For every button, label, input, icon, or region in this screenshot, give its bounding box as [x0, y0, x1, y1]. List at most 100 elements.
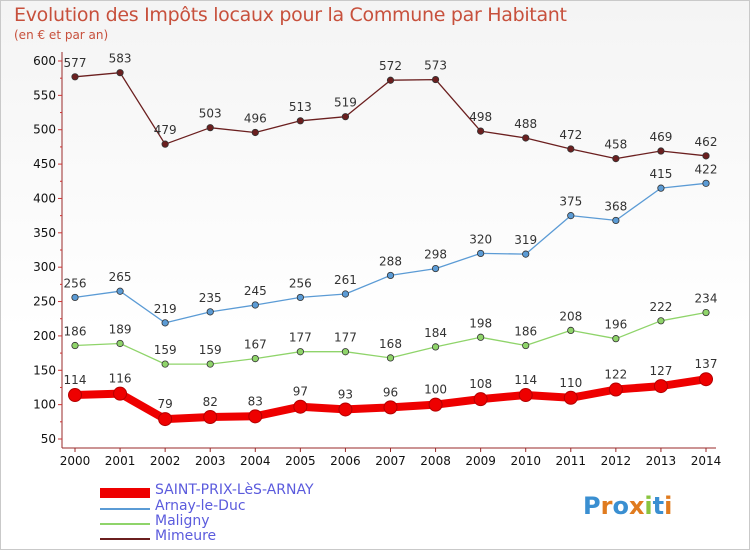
- y-tick-label: 400: [33, 191, 56, 205]
- data-point-mimeure: [386, 76, 395, 84]
- data-label-saint-prix-l-s-arnay: 127: [649, 364, 672, 378]
- data-label-saint-prix-l-s-arnay: 96: [383, 385, 398, 399]
- data-label-mimeure: 503: [199, 107, 222, 121]
- data-point-mimeure: [116, 69, 124, 77]
- y-tick-label: 350: [33, 226, 56, 240]
- x-tick-label: 2011: [556, 454, 587, 468]
- data-point-saint-prix-l-s-arnay: [699, 372, 713, 387]
- data-label-maligny: 208: [559, 309, 582, 323]
- data-label-saint-prix-l-s-arnay: 110: [559, 376, 582, 390]
- logo-letter: r: [600, 492, 613, 520]
- data-point-arnay-le-duc: [71, 293, 79, 302]
- data-label-mimeure: 573: [424, 59, 447, 73]
- data-point-mimeure: [522, 134, 530, 142]
- data-label-mimeure: 458: [604, 138, 627, 152]
- data-label-arnay-le-duc: 235: [199, 291, 222, 305]
- data-label-maligny: 184: [424, 326, 447, 340]
- data-point-arnay-le-duc: [296, 293, 304, 302]
- data-label-mimeure: 519: [334, 96, 357, 110]
- data-point-saint-prix-l-s-arnay: [608, 382, 623, 397]
- logo-letter: i: [644, 492, 653, 520]
- y-tick-label: 600: [33, 54, 56, 68]
- data-point-saint-prix-l-s-arnay: [383, 400, 398, 415]
- data-label-mimeure: 583: [109, 52, 132, 66]
- data-label-saint-prix-l-s-arnay: 114: [514, 373, 537, 387]
- x-tick-label: 2006: [330, 454, 361, 468]
- data-label-mimeure: 577: [64, 56, 87, 70]
- data-label-maligny: 189: [109, 322, 132, 336]
- legend-swatch-arnay: [100, 508, 150, 510]
- x-tick-label: 2004: [240, 454, 271, 468]
- data-label-maligny: 177: [334, 331, 357, 345]
- data-label-mimeure: 469: [649, 130, 672, 144]
- data-point-mimeure: [206, 124, 214, 132]
- data-label-maligny: 196: [604, 318, 627, 332]
- legend-swatch-mimeure: [100, 538, 150, 540]
- data-label-arnay-le-duc: 422: [695, 162, 718, 176]
- data-point-arnay-le-duc: [251, 301, 259, 309]
- data-label-maligny: 177: [289, 331, 312, 345]
- data-label-maligny: 186: [64, 325, 87, 339]
- data-point-arnay-le-duc: [657, 184, 665, 192]
- logo-letter: i: [664, 492, 673, 520]
- x-tick-label: 2002: [150, 454, 181, 468]
- x-tick-label: 2012: [601, 454, 632, 468]
- data-label-arnay-le-duc: 256: [64, 276, 87, 290]
- data-point-maligny: [71, 341, 79, 350]
- x-tick-label: 2003: [195, 454, 226, 468]
- data-point-maligny: [522, 341, 530, 350]
- data-point-arnay-le-duc: [116, 287, 124, 295]
- data-label-saint-prix-l-s-arnay: 137: [695, 357, 718, 371]
- data-label-mimeure: 479: [154, 123, 177, 137]
- chart-title: Evolution des Impôts locaux pour la Comm…: [14, 4, 567, 26]
- data-label-maligny: 159: [199, 343, 222, 357]
- data-label-mimeure: 513: [289, 100, 312, 114]
- data-label-saint-prix-l-s-arnay: 122: [604, 368, 627, 382]
- logo-letter: P: [583, 492, 601, 520]
- data-point-arnay-le-duc: [386, 271, 395, 280]
- y-tick-label: 200: [33, 329, 56, 343]
- data-label-mimeure: 488: [514, 117, 537, 131]
- data-point-maligny: [251, 354, 259, 363]
- data-point-mimeure: [296, 117, 304, 125]
- data-point-mimeure: [567, 145, 575, 153]
- data-point-maligny: [657, 317, 665, 325]
- logo-letter: o: [612, 492, 629, 520]
- data-point-maligny: [431, 343, 440, 351]
- data-point-saint-prix-l-s-arnay: [158, 412, 173, 427]
- x-tick-label: 2007: [375, 454, 406, 468]
- data-point-mimeure: [657, 147, 665, 155]
- data-label-saint-prix-l-s-arnay: 79: [158, 397, 173, 411]
- data-point-mimeure: [477, 127, 485, 135]
- data-point-saint-prix-l-s-arnay: [113, 386, 128, 401]
- legend-swatch-maligny: [100, 523, 150, 525]
- data-label-maligny: 198: [469, 316, 492, 330]
- data-label-saint-prix-l-s-arnay: 108: [469, 377, 492, 391]
- data-label-arnay-le-duc: 415: [649, 167, 672, 181]
- logo-letter: x: [628, 492, 645, 520]
- data-point-maligny: [296, 348, 304, 356]
- data-point-saint-prix-l-s-arnay: [473, 392, 488, 407]
- data-point-mimeure: [341, 113, 350, 121]
- x-tick-label: 2008: [420, 454, 451, 468]
- data-point-maligny: [702, 308, 710, 317]
- data-point-arnay-le-duc: [702, 179, 710, 187]
- data-point-saint-prix-l-s-arnay: [248, 409, 263, 424]
- data-label-arnay-le-duc: 265: [109, 270, 132, 284]
- data-label-arnay-le-duc: 298: [424, 248, 447, 262]
- x-tick-label: 2010: [510, 454, 541, 468]
- data-label-arnay-le-duc: 256: [289, 276, 312, 290]
- data-point-saint-prix-l-s-arnay: [653, 379, 668, 394]
- data-label-arnay-le-duc: 245: [244, 284, 267, 298]
- data-label-mimeure: 462: [695, 135, 718, 149]
- data-point-mimeure: [161, 140, 169, 148]
- data-point-mimeure: [431, 75, 440, 84]
- data-point-saint-prix-l-s-arnay: [428, 397, 443, 412]
- y-tick-label: 500: [33, 123, 56, 137]
- data-label-saint-prix-l-s-arnay: 100: [424, 383, 447, 397]
- data-point-maligny: [612, 335, 620, 343]
- data-point-arnay-le-duc: [522, 250, 530, 258]
- data-point-saint-prix-l-s-arnay: [563, 390, 578, 405]
